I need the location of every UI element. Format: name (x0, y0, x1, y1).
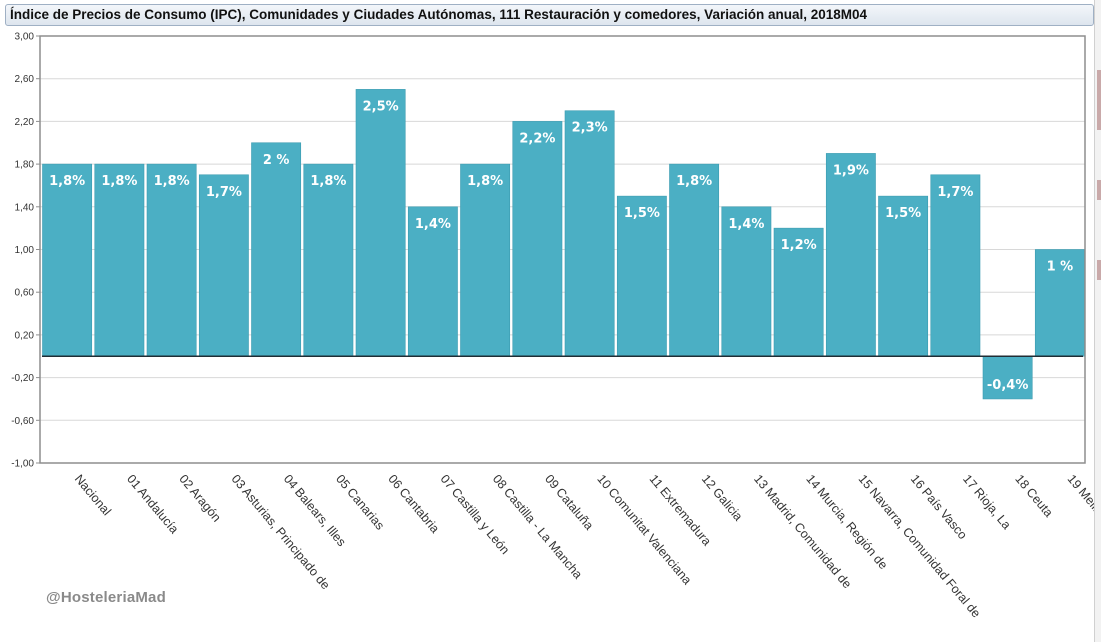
y-tick-label: 0,60 (15, 288, 35, 299)
data-label: 1,8% (49, 174, 85, 189)
bar (825, 153, 876, 357)
y-tick-label: 1,80 (15, 160, 35, 171)
data-label: 1,2% (781, 238, 817, 253)
y-tick-label: 1,00 (15, 245, 35, 256)
watermark-handle: @HosteleriaMad (46, 589, 166, 606)
y-tick-label: 1,40 (15, 202, 35, 213)
x-tick-label: 19 Melilla (1065, 472, 1094, 521)
y-tick-label: 3,00 (15, 32, 35, 43)
bars (42, 89, 1085, 400)
window-edge-scrollbar[interactable] (1094, 0, 1101, 642)
bar (42, 163, 93, 357)
bar (407, 206, 458, 357)
x-tick-label: Nacional (72, 472, 114, 518)
bar (930, 174, 981, 357)
data-label: 1,8% (154, 174, 190, 189)
y-tick-label: 0,20 (15, 330, 35, 341)
bar (460, 163, 511, 357)
grid-lines (40, 35, 1085, 464)
y-tick-label: -0,60 (11, 416, 34, 427)
y-tick-label: 2,60 (15, 74, 35, 85)
x-tick-label: 18 Ceuta (1012, 472, 1055, 520)
data-label: 2,5% (363, 99, 399, 114)
plot-frame (39, 35, 1086, 464)
data-label: 1,5% (624, 206, 660, 221)
data-label: 1,4% (415, 217, 451, 232)
x-tick-label: 12 Galicia (699, 472, 745, 524)
bar (564, 110, 615, 357)
data-label: 1,8% (310, 174, 346, 189)
x-tick-label: 02 Aragón (176, 472, 223, 525)
y-axis-ticks: 3,00 2,60 2,20 1,80 1,40 1,00 0,60 0,20 -0,20 -0,… (11, 32, 40, 470)
data-label: 1,4% (728, 217, 764, 232)
data-label: 1,8% (676, 174, 712, 189)
bar (355, 89, 406, 357)
bar (303, 163, 354, 357)
x-tick-label: 05 Canarias (333, 472, 387, 533)
y-tick-label: -0,20 (11, 373, 34, 384)
x-tick-label: 01 Andalucía (124, 472, 181, 536)
bar (616, 195, 667, 357)
data-labels: 1,8% 1,8% 1,8% 1,7% 2 % 1,8% 2,5% 1,4% 1,8% 2,2% 2… (49, 99, 1073, 393)
data-label: 1,7% (206, 185, 242, 200)
x-tick-label: 17 Rioja, La (960, 472, 1014, 532)
chart-title: Índice de Precios de Consumo (IPC), Comu… (5, 4, 1094, 26)
data-label: 2,3% (572, 121, 608, 136)
x-tick-label: 08 Castilla - La Mancha (490, 472, 585, 582)
data-label: 2,2% (519, 131, 555, 146)
bar (773, 227, 824, 357)
x-tick-label: 09 Cataluña (542, 472, 596, 533)
bar (251, 142, 302, 357)
bar (512, 121, 563, 357)
data-label: 1,7% (937, 185, 973, 200)
data-label: 2 % (263, 153, 290, 168)
bar (721, 206, 772, 357)
bar (669, 163, 720, 357)
data-label: 1,5% (885, 206, 921, 221)
bar (146, 163, 197, 357)
x-tick-label: 03 Asturias, Principado de (229, 472, 333, 592)
y-tick-label: -1,00 (11, 459, 34, 470)
data-label: 1,9% (833, 163, 869, 178)
bar (198, 174, 249, 357)
x-tick-label: 10 Comunitat Valenciana (594, 472, 694, 587)
data-label: -0,4% (987, 378, 1028, 393)
bar (878, 195, 929, 357)
bar (94, 163, 145, 357)
data-label: 1 % (1047, 260, 1074, 275)
x-tick-label: 13 Madrid, Comunidad de (751, 472, 854, 591)
bar (982, 355, 1033, 400)
x-tick-label: 06 Cantabria (385, 472, 442, 536)
y-tick-label: 2,20 (15, 117, 35, 128)
data-label: 1,8% (101, 174, 137, 189)
data-label: 1,8% (467, 174, 503, 189)
